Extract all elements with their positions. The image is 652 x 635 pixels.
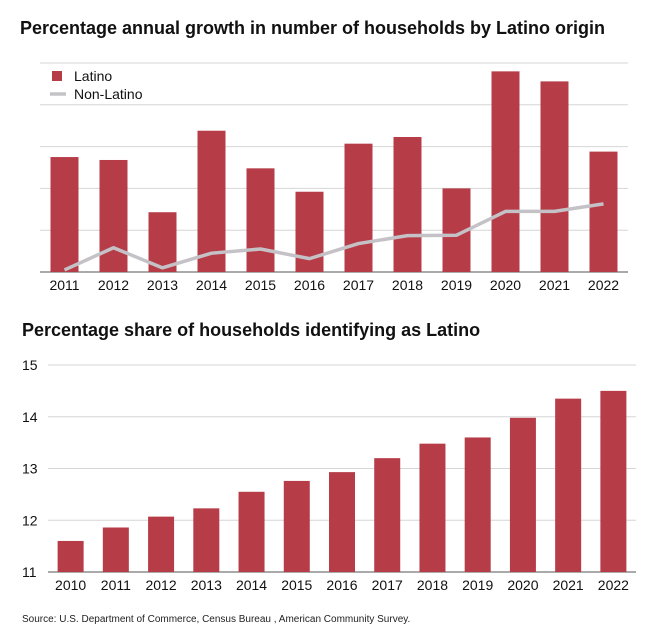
bar-latino-2017 [344,143,373,272]
bar-share-2014 [238,491,265,572]
bar-latino-2021 [540,81,569,272]
bar-share-2021 [555,398,582,572]
x-tick-label: 2017 [343,277,374,293]
bar-share-2022 [600,390,627,572]
bar-latino-2018 [393,136,422,272]
bar-latino-2020 [491,71,520,272]
bar-share-2012 [148,516,175,572]
x-tick-label: 2011 [49,277,79,293]
bar-share-2018 [419,443,446,572]
x-tick-label: 2021 [553,577,584,593]
x-tick-label: 2015 [281,577,312,593]
bar-latino-2012 [99,159,128,272]
x-tick-label: 2018 [392,277,423,293]
x-tick-label: 2010 [55,577,86,593]
bar-share-2017 [374,458,401,572]
x-tick-label: 2022 [598,577,629,593]
x-tick-label: 2015 [245,277,276,293]
bar-share-2016 [329,472,355,572]
bar-latino-2022 [589,151,618,272]
x-tick-label: 2016 [294,277,325,293]
x-tick-label: 2018 [417,577,448,593]
x-tick-label: 2019 [441,277,472,293]
bar-share-2020 [509,417,536,572]
legend-swatch-latino [52,71,62,81]
legend-label-latino: Latino [74,68,112,84]
x-tick-label: 2021 [539,277,570,293]
bar-latino-2011 [50,157,79,272]
y-tick-label: 11 [22,564,37,580]
x-tick-label: 2013 [147,277,178,293]
line-non-latino [63,202,604,272]
x-tick-label: 2014 [196,277,227,293]
bar-share-2011 [102,527,129,572]
y-tick-label: 12 [22,512,38,528]
x-tick-label: 2022 [588,277,619,293]
y-tick-label: 13 [22,461,38,477]
bar-share-2013 [193,508,220,572]
chart2-title: Percentage share of households identifyi… [22,320,481,340]
bar-latino-2014 [197,130,226,272]
x-tick-label: 2017 [372,577,403,593]
x-tick-label: 2012 [145,577,176,593]
legend-label-non-latino: Non-Latino [74,86,143,102]
bar-latino-2013 [148,212,177,272]
x-tick-label: 2013 [191,577,222,593]
bar-latino-2015 [246,168,275,272]
x-tick-label: 2014 [236,577,267,593]
x-tick-label: 2020 [507,577,538,593]
y-tick-label: 14 [22,409,38,425]
x-tick-label: 2011 [101,577,131,593]
chart1-title: Percentage annual growth in number of ho… [20,18,606,38]
bar-share-2019 [464,437,491,572]
bar-share-2010 [57,540,84,572]
x-tick-label: 2012 [98,277,129,293]
x-tick-label: 2019 [462,577,493,593]
bar-share-2015 [283,480,310,572]
x-tick-label: 2016 [326,577,357,593]
growth-chart: 2011 2012 2013 2014 2015 2016 2017 2018 2019 2020… [40,62,628,293]
y-tick-label: 15 [22,357,38,373]
source-note: Source: U.S. Department of Commerce, Cen… [22,614,411,625]
x-tick-label: 2020 [490,277,521,293]
